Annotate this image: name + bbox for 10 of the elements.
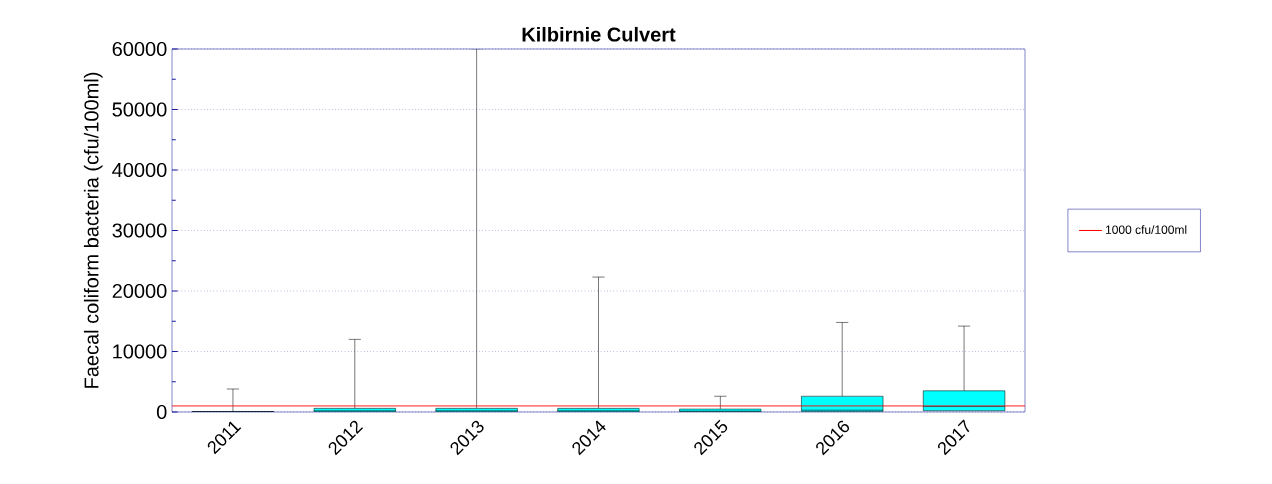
y-tick-label: 40000 — [112, 162, 167, 178]
y-tick-label: 30000 — [112, 223, 167, 238]
chart-title: Kilbirnie Culvert — [522, 26, 676, 42]
y-tick-label: 10000 — [113, 344, 167, 359]
y-tick-label: 50000 — [112, 102, 167, 117]
y-tick-label: 0 — [156, 404, 167, 420]
y-tick-label: 60000 — [112, 41, 167, 57]
y-tick-label: 20000 — [112, 283, 167, 299]
legend-label: 1000 cfu/100ml — [1106, 225, 1187, 234]
y-axis-title: Faecal coliform bacteria (cfu/100ml) — [83, 72, 103, 388]
